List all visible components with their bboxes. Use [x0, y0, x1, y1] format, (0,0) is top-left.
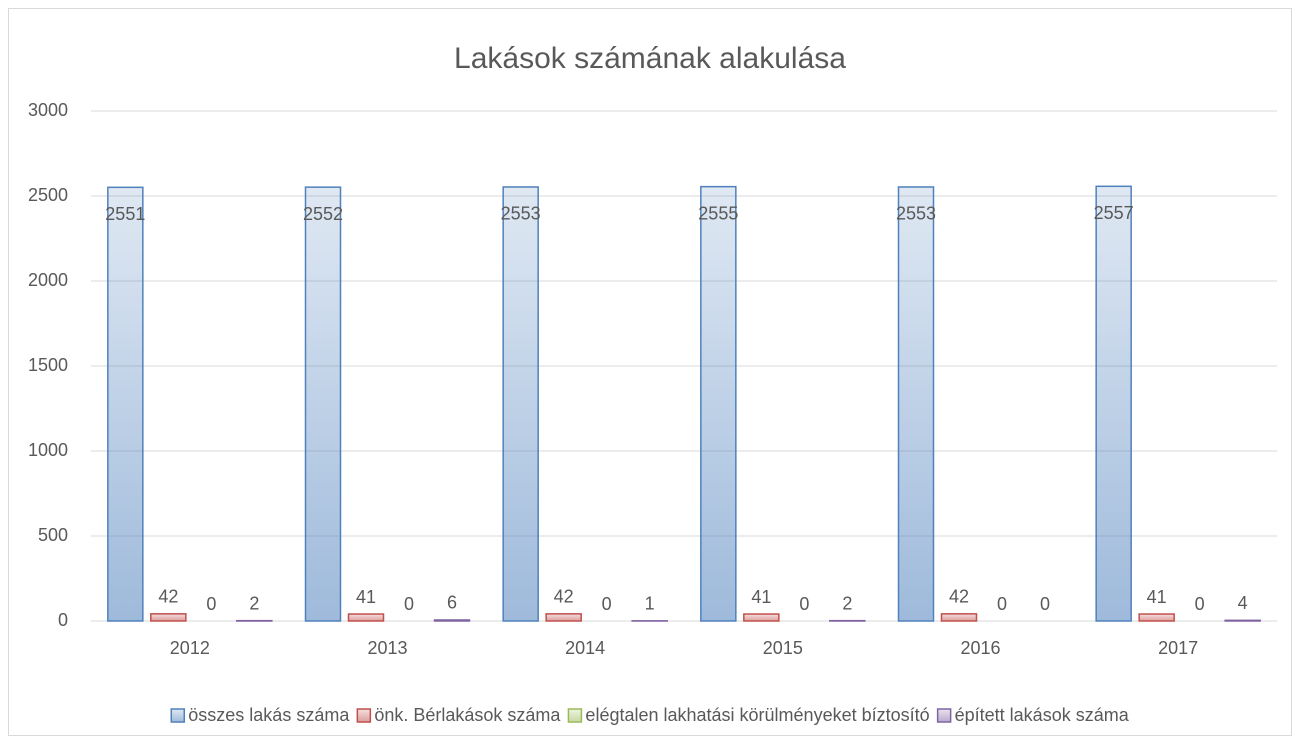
legend-label: önk. Bérlakások száma: [374, 705, 561, 725]
legend-swatch: [170, 708, 186, 723]
bar: [743, 613, 780, 622]
legend-swatch: [356, 708, 372, 723]
y-tick-label: 3000: [28, 100, 68, 120]
data-label: 0: [206, 594, 216, 614]
bar: [107, 186, 144, 622]
bar: [150, 613, 187, 622]
data-label: 41: [356, 587, 376, 607]
data-label: 0: [404, 594, 414, 614]
legend: összes lakás száma önk. Bérlakások száma e…: [170, 705, 1130, 725]
bar: [1095, 185, 1132, 622]
y-tick-label: 2500: [28, 185, 68, 205]
x-tick-label: 2014: [565, 638, 605, 658]
bar: [304, 186, 342, 622]
data-label: 4: [1238, 593, 1248, 613]
data-label: 2: [249, 593, 259, 613]
data-label: 6: [447, 593, 457, 613]
data-label: 0: [997, 594, 1007, 614]
data-label: 2: [842, 593, 852, 613]
y-tick-label: 2000: [28, 270, 68, 290]
y-tick-label: 0: [58, 610, 68, 630]
x-tick-label: 2017: [1158, 638, 1198, 658]
data-label: 2555: [698, 203, 738, 223]
data-label: 2553: [501, 204, 541, 224]
data-label: 42: [554, 587, 574, 607]
data-label: 0: [602, 594, 612, 614]
bar: [502, 186, 539, 622]
bar: [347, 613, 385, 622]
data-label: 41: [751, 587, 771, 607]
data-label: 2553: [896, 204, 936, 224]
chart-border: [8, 8, 1292, 736]
x-tick-label: 2012: [170, 638, 210, 658]
data-label: 42: [949, 587, 969, 607]
legend-label: összes lakás száma: [188, 705, 350, 725]
x-tick-label: 2013: [367, 638, 407, 658]
legend-swatch: [936, 708, 952, 723]
bar: [1224, 619, 1261, 622]
data-label: 0: [799, 594, 809, 614]
bar: [433, 619, 471, 622]
data-label: 42: [158, 587, 178, 607]
bar: [1138, 613, 1175, 622]
x-tick-label: 2016: [960, 638, 1000, 658]
data-label: 2557: [1094, 203, 1134, 223]
legend-swatch: [567, 708, 583, 723]
bar: [940, 613, 978, 622]
y-tick-label: 500: [38, 525, 68, 545]
bar: [545, 613, 582, 622]
legend-label: épített lakások száma: [955, 705, 1130, 725]
data-label: 1: [645, 594, 655, 614]
data-label: 0: [1195, 594, 1205, 614]
chart-title: Lakások számának alakulása: [454, 42, 846, 75]
data-label: 0: [1040, 594, 1050, 614]
y-tick-label: 1500: [28, 355, 68, 375]
bar: [897, 186, 935, 622]
data-label: 2552: [303, 204, 343, 224]
legend-label: elégtalen lakhatási körülményeket bíztos…: [585, 705, 929, 725]
x-tick-label: 2015: [763, 638, 803, 658]
bar: [700, 185, 737, 622]
y-tick-label: 1000: [28, 440, 68, 460]
data-label: 41: [1147, 587, 1167, 607]
data-label: 2551: [105, 204, 145, 224]
